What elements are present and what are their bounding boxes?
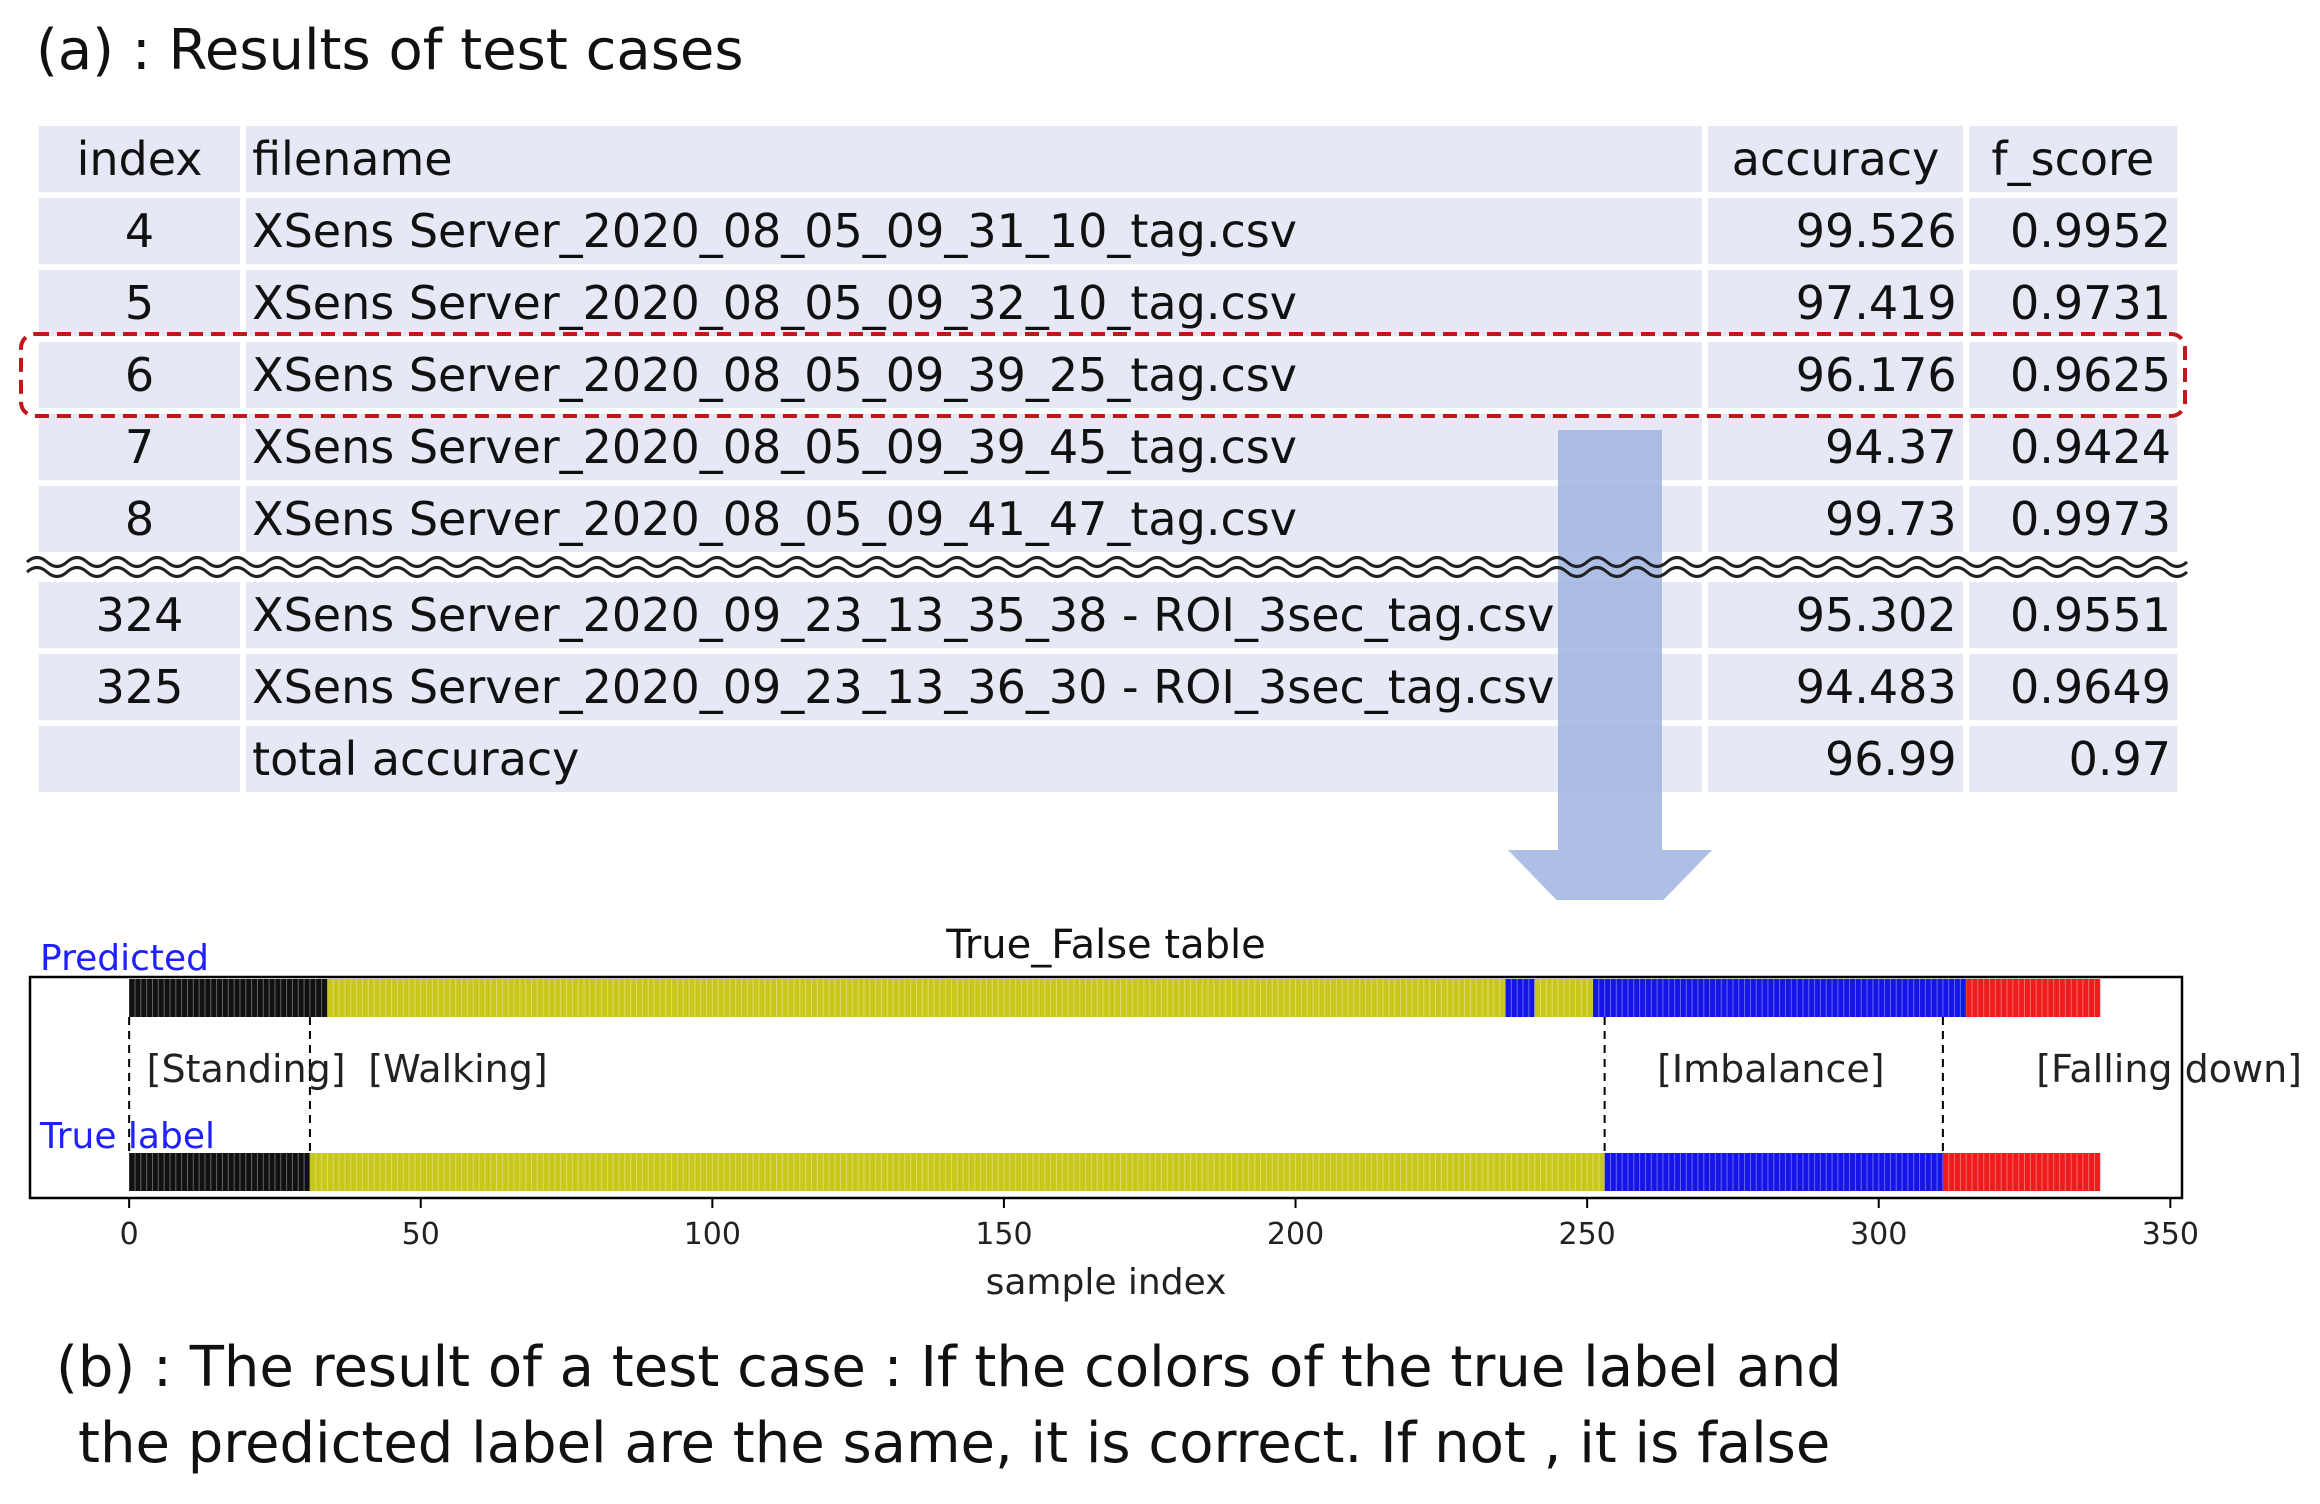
cell-filename: XSens Server_2020_08_05_09_41_47_tag.csv bbox=[246, 486, 1703, 552]
cell-index: 5 bbox=[39, 270, 241, 336]
caption-b-line2: the predicted label are the same, it is … bbox=[78, 1411, 1831, 1476]
cell-index: 324 bbox=[39, 582, 241, 648]
cell-filename: XSens Server_2020_09_23_13_36_30 - ROI_3… bbox=[246, 654, 1703, 720]
column-header-accuracy: accuracy bbox=[1708, 126, 1963, 192]
table-break-gap bbox=[39, 558, 2177, 576]
cell-f-score: 0.9551 bbox=[1968, 582, 2177, 648]
x-tick-label: 150 bbox=[975, 1217, 1032, 1252]
bar-predicted-imbalance bbox=[1592, 979, 1967, 1017]
class-label: [Walking] bbox=[368, 1047, 547, 1091]
bar-segments bbox=[129, 979, 2101, 1191]
cell-f-score: 0.97 bbox=[1968, 726, 2177, 792]
row-label-true: True label bbox=[39, 1116, 215, 1157]
cell-index: 7 bbox=[39, 414, 241, 480]
row-label-predicted: Predicted bbox=[40, 938, 209, 979]
bar-true-falling bbox=[1942, 1153, 2101, 1191]
x-tick-label: 50 bbox=[402, 1217, 440, 1252]
cell-index: 8 bbox=[39, 486, 241, 552]
bar-predicted-walking bbox=[1534, 979, 1593, 1017]
class-label: [Falling down] bbox=[2036, 1047, 2302, 1091]
cell-accuracy: 95.302 bbox=[1708, 582, 1963, 648]
class-label: [Imbalance] bbox=[1657, 1047, 1884, 1091]
x-tick-label: 350 bbox=[2142, 1217, 2199, 1252]
caption-a: (a) : Results of test cases bbox=[36, 18, 744, 83]
bar-predicted-imbalance bbox=[1505, 979, 1535, 1017]
cell-accuracy: 94.37 bbox=[1708, 414, 1963, 480]
total-row: total accuracy 96.99 0.97 bbox=[39, 726, 2177, 792]
table-row: 7 XSens Server_2020_08_05_09_39_45_tag.cs… bbox=[39, 414, 2177, 480]
bar-true-standing bbox=[129, 1153, 310, 1191]
x-axis-label: sample index bbox=[986, 1262, 1227, 1303]
results-table: index filename accuracy f_score 4 XSens Serve… bbox=[33, 120, 2183, 798]
x-tick-label: 200 bbox=[1267, 1217, 1324, 1252]
column-header-index: index bbox=[39, 126, 241, 192]
table-header-row: index filename accuracy f_score bbox=[39, 126, 2177, 192]
caption-b-line1: (b) : The result of a test case : If the… bbox=[56, 1335, 1842, 1400]
class-label: [Standing] bbox=[147, 1047, 346, 1091]
table-row: 6 XSens Server_2020_08_05_09_39_25_tag.cs… bbox=[39, 342, 2177, 408]
cell-f-score: 0.9973 bbox=[1968, 486, 2177, 552]
bar-true-walking bbox=[309, 1153, 1605, 1191]
cell-filename: XSens Server_2020_08_05_09_31_10_tag.csv bbox=[246, 198, 1703, 264]
table-row: 324 XSens Server_2020_09_23_13_35_38 - RO… bbox=[39, 582, 2177, 648]
cell-accuracy: 97.419 bbox=[1708, 270, 1963, 336]
table-row: 4 XSens Server_2020_08_05_09_31_10_tag.cs… bbox=[39, 198, 2177, 264]
cell-index: 4 bbox=[39, 198, 241, 264]
bar-predicted-standing bbox=[129, 979, 328, 1017]
table-row: 8 XSens Server_2020_08_05_09_41_47_tag.cs… bbox=[39, 486, 2177, 552]
x-tick-label: 100 bbox=[684, 1217, 741, 1252]
bar-predicted-walking bbox=[327, 979, 1506, 1017]
cell-accuracy: 99.526 bbox=[1708, 198, 1963, 264]
chart-title: True_False table bbox=[945, 922, 1265, 968]
bar-true-imbalance bbox=[1604, 1153, 1943, 1191]
x-tick-label: 300 bbox=[1850, 1217, 1907, 1252]
table-row: 325 XSens Server_2020_09_23_13_36_30 - RO… bbox=[39, 654, 2177, 720]
cell-f-score: 0.9952 bbox=[1968, 198, 2177, 264]
caption-b: (b) : The result of a test case : If the… bbox=[56, 1330, 1842, 1482]
true-false-chart: True_False table [Standing] [Walking] [Imba… bbox=[28, 922, 2302, 1303]
cell-filename: XSens Server_2020_08_05_09_39_45_tag.csv bbox=[246, 414, 1703, 480]
column-header-f-score: f_score bbox=[1968, 126, 2177, 192]
table-row: 5 XSens Server_2020_08_05_09_32_10_tag.cs… bbox=[39, 270, 2177, 336]
cell-accuracy: 96.176 bbox=[1708, 342, 1963, 408]
cell-f-score: 0.9731 bbox=[1968, 270, 2177, 336]
cell-accuracy: 96.99 bbox=[1708, 726, 1963, 792]
x-tick-label: 250 bbox=[1559, 1217, 1616, 1252]
x-tick-label: 0 bbox=[120, 1217, 139, 1252]
cell-accuracy: 99.73 bbox=[1708, 486, 1963, 552]
cell-filename: XSens Server_2020_09_23_13_35_38 - ROI_3… bbox=[246, 582, 1703, 648]
cell-f-score: 0.9649 bbox=[1968, 654, 2177, 720]
cell-index bbox=[39, 726, 241, 792]
cell-f-score: 0.9424 bbox=[1968, 414, 2177, 480]
cell-filename: total accuracy bbox=[246, 726, 1703, 792]
cell-filename: XSens Server_2020_08_05_09_32_10_tag.csv bbox=[246, 270, 1703, 336]
cell-accuracy: 94.483 bbox=[1708, 654, 1963, 720]
bar-predicted-falling bbox=[1966, 979, 2101, 1017]
column-header-filename: filename bbox=[246, 126, 1703, 192]
cell-f-score: 0.9625 bbox=[1968, 342, 2177, 408]
cell-filename: XSens Server_2020_08_05_09_39_25_tag.csv bbox=[246, 342, 1703, 408]
cell-index: 6 bbox=[39, 342, 241, 408]
cell-index: 325 bbox=[39, 654, 241, 720]
